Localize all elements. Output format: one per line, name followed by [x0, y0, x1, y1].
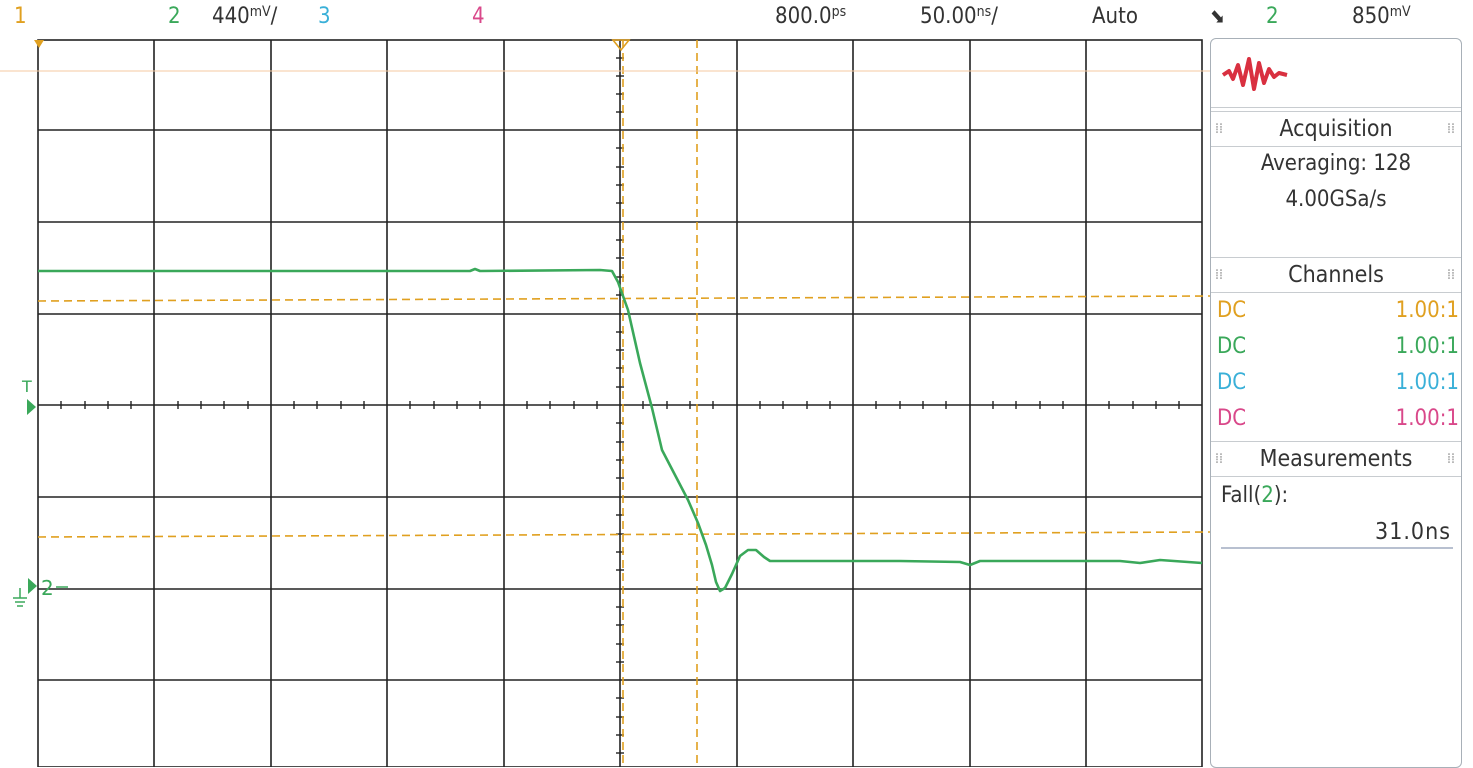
grip-icon: ⁞⁞ — [1215, 267, 1223, 283]
measurement-cursors[interactable] — [37, 40, 1210, 767]
measurements-header[interactable]: ⁞⁞ Measurements ⁞⁞ — [1211, 441, 1461, 477]
logo-area — [1211, 39, 1461, 108]
trigger-mode[interactable]: Auto — [1092, 4, 1138, 29]
averaging-info: Averaging: 128 — [1260, 151, 1412, 176]
channel-3-row[interactable]: DC 1.00:1 — [1217, 365, 1459, 401]
channel-2-scale[interactable]: 440mV/ — [212, 4, 278, 29]
fall-measurement-label[interactable]: Fall(2): — [1221, 483, 1289, 508]
channel-coupling: DC — [1217, 370, 1247, 395]
channel-coupling: DC — [1217, 406, 1247, 431]
channel-4-label[interactable]: 4 — [472, 4, 485, 29]
channel-4-row[interactable]: DC 1.00:1 — [1217, 401, 1459, 437]
probe-ratio: 1.00:1 — [1395, 298, 1459, 323]
ground-icon — [13, 588, 27, 607]
channel-1-top-marker[interactable] — [34, 40, 44, 48]
probe-ratio: 1.00:1 — [1395, 406, 1459, 431]
cursor-bottom-line — [37, 531, 1210, 538]
trigger-level[interactable]: 850mV — [1352, 4, 1411, 29]
channel-1-label[interactable]: 1 — [14, 4, 27, 29]
channel-2-row[interactable]: DC 1.00:1 — [1217, 329, 1459, 365]
trigger-edge-icon: ⬊ — [1210, 4, 1226, 28]
grip-icon: ⁞⁞ — [1447, 121, 1455, 137]
waveform-display[interactable]: T 2 — [0, 38, 1210, 767]
fall-measurement-value: 31.0ns — [1375, 519, 1451, 545]
measurements-title: Measurements — [1259, 446, 1413, 472]
trigger-position-marker[interactable] — [611, 39, 631, 52]
channel-1-row[interactable]: DC 1.00:1 — [1217, 293, 1459, 329]
status-bar: 1 2 440mV/ 3 4 800.0ps 50.00ns/ Auto ⬊ 2… — [0, 0, 1473, 38]
timebase[interactable]: 50.00ns/ — [920, 4, 998, 29]
probe-ratio: 1.00:1 — [1395, 334, 1459, 359]
channel-2-label[interactable]: 2 — [168, 4, 181, 29]
grip-icon: ⁞⁞ — [1215, 121, 1223, 137]
center-ticks — [60, 57, 1180, 754]
probe-ratio: 1.00:1 — [1395, 370, 1459, 395]
channel-2-ground-label: 2 — [41, 576, 54, 600]
graticule — [37, 39, 1203, 767]
channel-3-label[interactable]: 3 — [318, 4, 331, 29]
acquisition-title: Acquisition — [1279, 116, 1393, 142]
trigger-source[interactable]: 2 — [1266, 4, 1279, 29]
channel-2-ground-arrow[interactable] — [28, 578, 37, 594]
sample-rate-info: 4.00GSa/s — [1285, 187, 1387, 212]
acquisition-header[interactable]: ⁞⁞ Acquisition ⁞⁞ — [1211, 111, 1461, 147]
grip-icon: ⁞⁞ — [1447, 267, 1455, 283]
grip-icon: ⁞⁞ — [1215, 451, 1223, 467]
trigger-arrow-icon — [27, 399, 36, 415]
measurement-divider — [1221, 547, 1453, 549]
channel-coupling: DC — [1217, 298, 1247, 323]
trigger-level-marker[interactable]: T — [21, 377, 32, 396]
channels-title: Channels — [1288, 262, 1384, 288]
horizontal-delay[interactable]: 800.0ps — [775, 4, 847, 29]
channels-header[interactable]: ⁞⁞ Channels ⁞⁞ — [1211, 257, 1461, 293]
channel-2-waveform — [38, 267, 1203, 593]
side-panel: ⁞⁞ Acquisition ⁞⁞ Averaging: 128 4.00GSa… — [1210, 38, 1462, 768]
waveform-logo-icon — [1221, 57, 1288, 91]
channel-coupling: DC — [1217, 334, 1247, 359]
grip-icon: ⁞⁞ — [1447, 451, 1455, 467]
